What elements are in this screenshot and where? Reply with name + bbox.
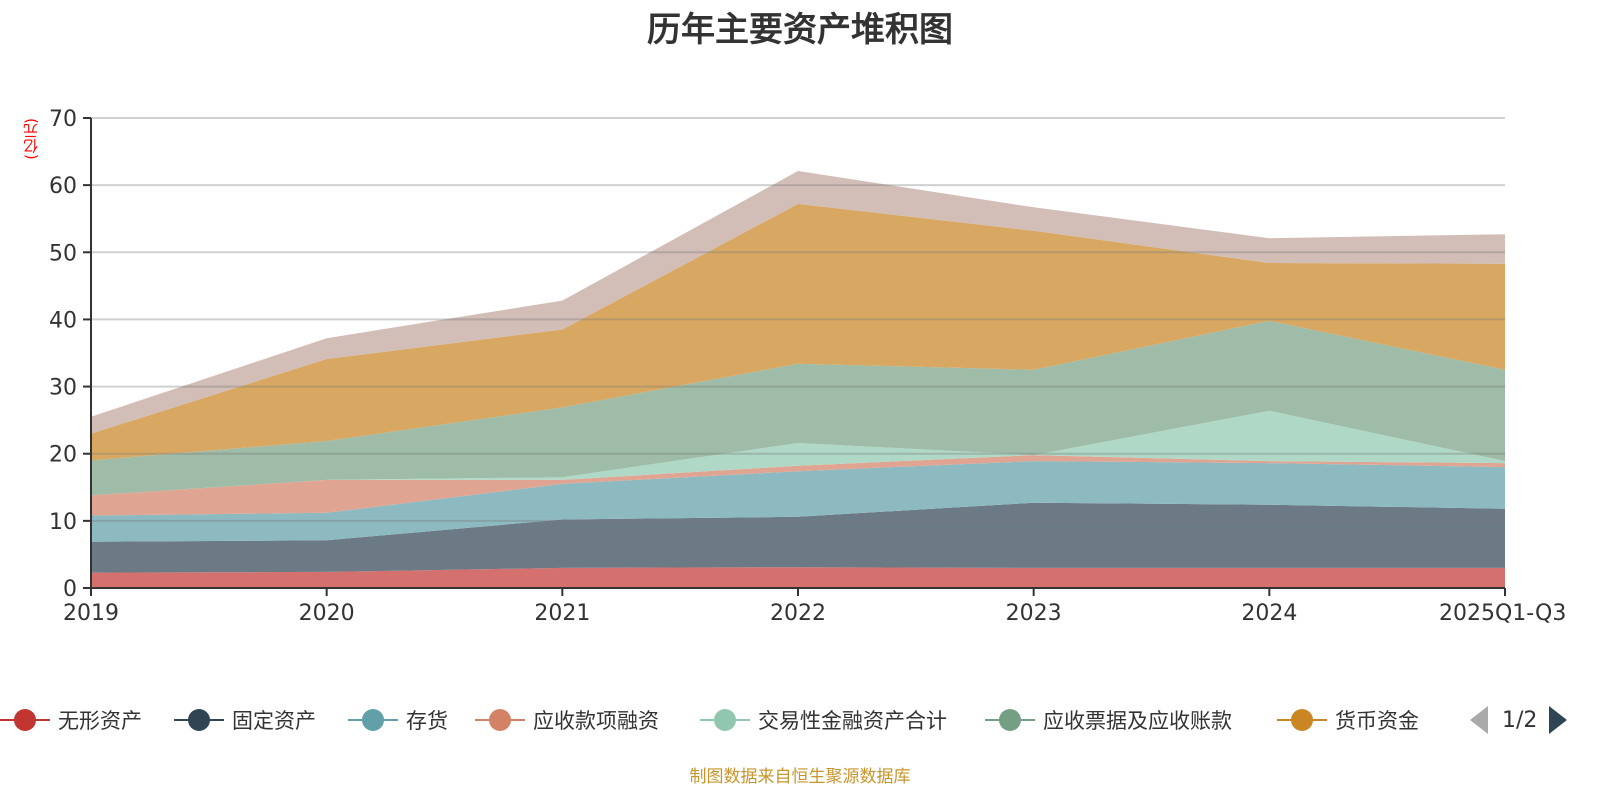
x-tick-label: 2019: [63, 601, 119, 626]
legend-page-indicator: 1/2: [1502, 707, 1538, 733]
legend-label: 货币资金: [1335, 709, 1419, 733]
legend-marker-icon: [1277, 705, 1327, 735]
x-tick-label: 2025Q1-Q3: [1439, 601, 1566, 626]
data-source-note: 制图数据来自恒生聚源数据库: [689, 767, 911, 787]
x-tick-label: 2020: [299, 601, 355, 626]
area-series-0: [91, 567, 1505, 588]
legend-item[interactable]: 存货: [348, 700, 448, 740]
legend-item[interactable]: 货币资金: [1277, 700, 1419, 740]
y-tick-label: 30: [49, 376, 77, 401]
legend-marker-icon: [700, 705, 750, 735]
legend-prev-page-icon[interactable]: [1470, 706, 1488, 734]
legend-item[interactable]: 无形资产: [0, 700, 142, 740]
area-series-5: [91, 320, 1505, 496]
grid-lines: [91, 117, 1505, 522]
legend-marker-icon: [475, 705, 525, 735]
legend: 无形资产 固定资产 存货 应收款项融资 交易性金融资产合计 应收票据及应收账款 货币资金: [0, 700, 1600, 740]
legend-item[interactable]: 应收款项融资: [475, 700, 659, 740]
y-tick-label: 0: [63, 577, 77, 602]
legend-next-page-icon[interactable]: [1549, 706, 1568, 734]
legend-label: 应收票据及应收账款: [1043, 709, 1232, 733]
stacked-area-chart: 0 10 20 30 40 50 60 70 2019 2020 2021 2022 2023 2024…: [49, 107, 1566, 626]
legend-item[interactable]: 应收票据及应收账款: [985, 700, 1232, 740]
x-tick-label: 2021: [534, 601, 590, 626]
legend-label: 固定资产: [232, 709, 316, 733]
legend-label: 存货: [406, 709, 448, 733]
legend-marker-icon: [0, 705, 50, 735]
legend-label: 无形资产: [58, 709, 142, 733]
y-tick-label: 40: [49, 308, 77, 333]
y-tick-label: 20: [49, 443, 77, 468]
x-tick-label: 2024: [1241, 601, 1297, 626]
legend-pager: 1/2: [1470, 700, 1568, 740]
chart-title: 历年主要资产堆积图: [647, 10, 953, 50]
x-tick-label: 2023: [1006, 601, 1062, 626]
legend-item[interactable]: 交易性金融资产合计: [700, 700, 947, 740]
area-series: [91, 171, 1505, 588]
area-series-4: [91, 410, 1505, 496]
area-series-7: [91, 171, 1505, 434]
x-axis-ticks: 2019 2020 2021 2022 2023 2024 2025Q1-Q3: [63, 588, 1566, 626]
legend-marker-icon: [985, 705, 1035, 735]
legend-label: 应收款项融资: [533, 709, 659, 733]
y-axis-ticks: 0 10 20 30 40 50 60 70: [49, 107, 91, 602]
area-series-1: [91, 502, 1505, 573]
y-tick-label: 10: [49, 510, 77, 535]
y-tick-label: 50: [49, 241, 77, 266]
area-series-6: [91, 203, 1505, 461]
y-tick-label: 70: [49, 107, 77, 132]
legend-label: 交易性金融资产合计: [758, 709, 947, 733]
legend-item[interactable]: 固定资产: [174, 700, 316, 740]
area-series-2: [91, 461, 1505, 542]
legend-marker-icon: [174, 705, 224, 735]
legend-marker-icon: [348, 705, 398, 735]
y-tick-label: 60: [49, 174, 77, 199]
area-series-3: [91, 455, 1505, 516]
x-tick-label: 2022: [770, 601, 826, 626]
